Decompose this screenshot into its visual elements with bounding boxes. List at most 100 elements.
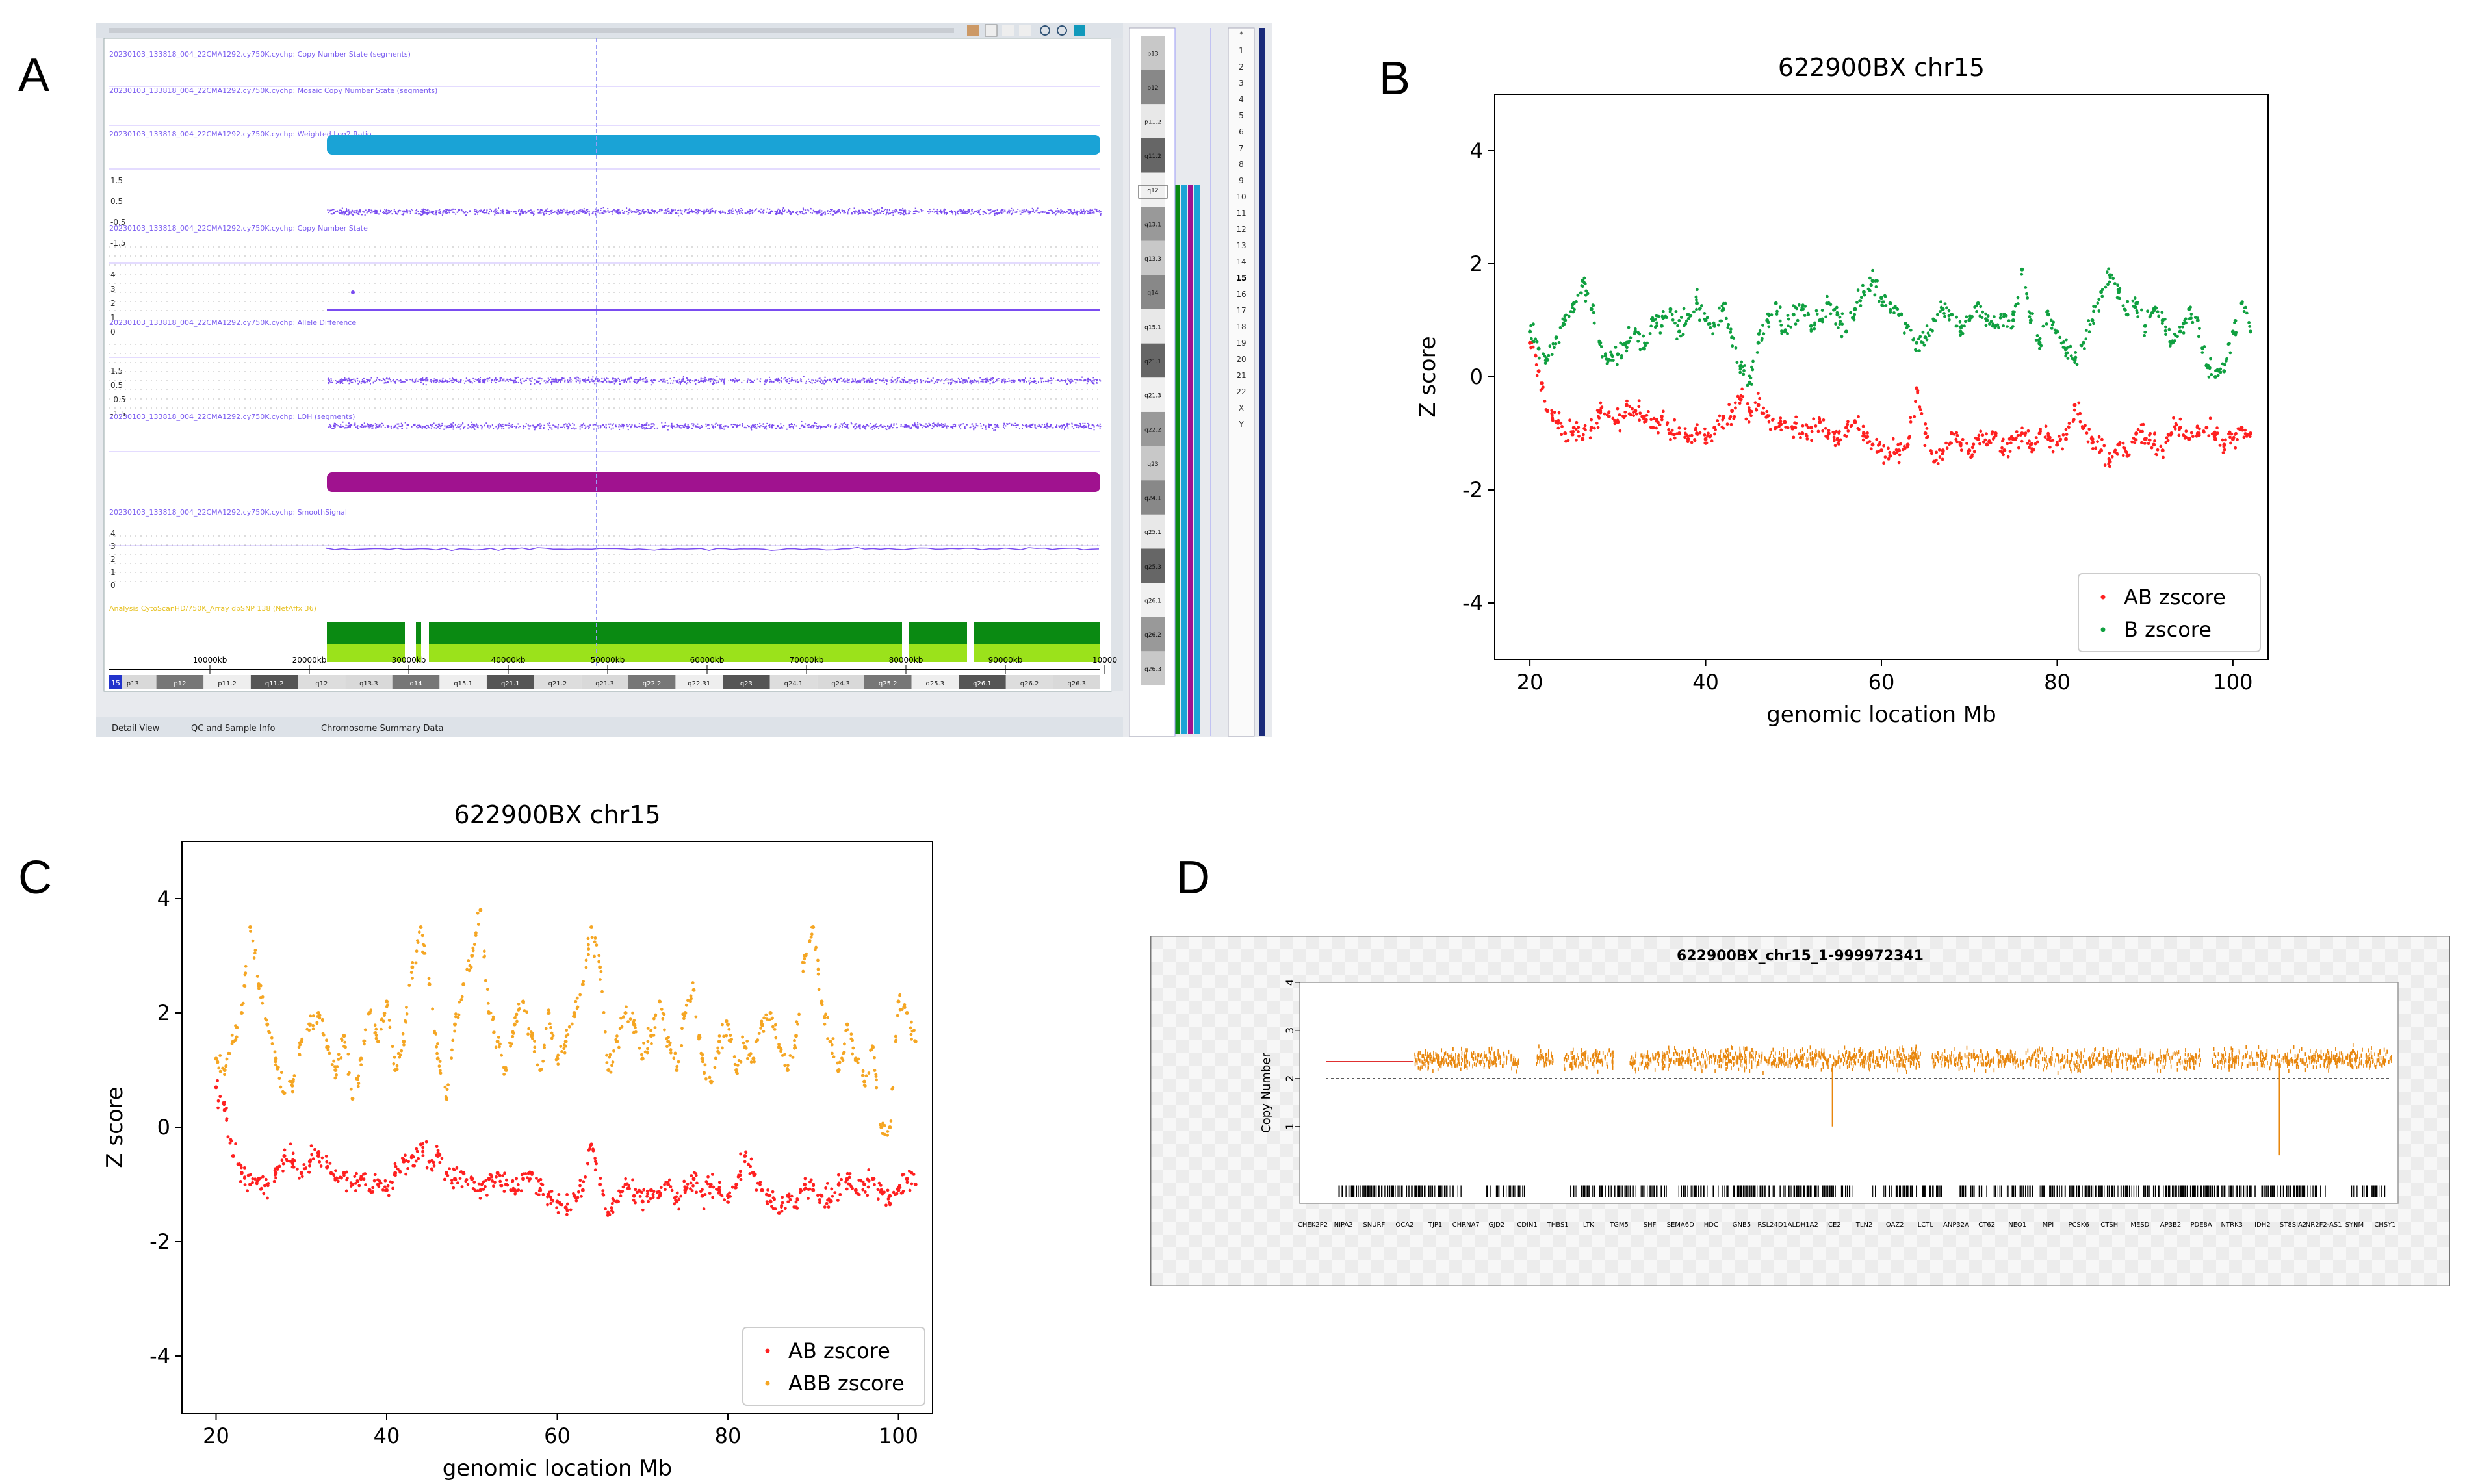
cytoband-label: q25.2 [879,680,897,687]
data-point [1762,406,1765,410]
chrom-item[interactable]: 12 [1236,225,1246,234]
signal-point [495,426,497,428]
signal-point [790,212,792,214]
signal-point [329,424,331,426]
chrom-item[interactable]: * [1239,30,1243,39]
signal-point [439,428,441,429]
fit-icon[interactable] [1074,25,1085,36]
tab-0[interactable]: Detail View [112,724,160,734]
select-icon[interactable] [1019,25,1031,36]
signal-point [452,211,454,213]
signal-point [810,381,812,383]
data-point [1747,420,1751,424]
signal-point [1061,427,1063,429]
signal-point [538,424,540,426]
chrom-item[interactable]: 5 [1239,111,1244,120]
signal-point [917,427,919,429]
signal-point [645,377,647,379]
data-point [1695,298,1698,301]
signal-point [670,426,672,428]
data-point [1859,299,1863,303]
chrom-item[interactable]: 11 [1236,209,1246,218]
chrom-item[interactable]: 10 [1236,192,1246,201]
signal-point [597,209,599,211]
signal-point [474,214,476,216]
data-point [1556,426,1560,430]
tab-2[interactable]: Chromosome Summary Data [321,724,443,734]
signal-point [780,426,782,428]
chrom-item[interactable]: 9 [1239,176,1244,185]
chrom-item[interactable]: 8 [1239,160,1244,169]
chrom-item[interactable]: 21 [1236,371,1246,380]
signal-point [779,209,781,211]
vertical-scrollbar[interactable] [1111,38,1123,691]
data-point [1870,283,1873,287]
data-point [1648,332,1652,335]
signal-point [348,380,350,382]
cytoband-label: q25.3 [926,680,945,687]
tab-1[interactable]: QC and Sample Info [191,724,276,734]
signal-point [857,213,859,215]
pan-icon[interactable] [1002,25,1014,36]
signal-point [521,209,523,211]
chrom-item[interactable]: 20 [1236,355,1246,364]
data-point [1827,429,1831,432]
data-point [1593,426,1596,430]
ideogram-band-label: q14 [1147,290,1158,297]
signal-point [664,422,666,424]
chrom-item[interactable]: 16 [1236,290,1246,299]
chrom-item[interactable]: 13 [1236,241,1246,250]
signal-point [351,424,353,426]
chrom-item[interactable]: 7 [1239,144,1244,153]
chrom-item[interactable]: 14 [1236,257,1246,266]
signal-point [614,381,616,383]
signal-point [712,426,714,428]
data-point [1628,405,1632,409]
zoom-out-icon[interactable] [1057,25,1067,36]
data-point [2174,422,2178,426]
lock-icon[interactable] [967,25,979,36]
signal-point [354,379,356,381]
signal-point [445,211,446,212]
chrom-item[interactable]: 3 [1239,79,1244,88]
signal-point [987,380,989,382]
signal-point [700,379,702,381]
signal-point [615,210,617,212]
data-point [1545,357,1550,362]
chrom-item[interactable]: 17 [1236,306,1246,315]
horizontal-scrollbar[interactable] [109,28,954,33]
data-point [1679,334,1683,338]
chrom-item[interactable]: 18 [1236,322,1246,331]
chrom-item[interactable]: Y [1238,420,1244,429]
cursor-icon[interactable] [985,24,998,37]
chrom-item[interactable]: 4 [1239,95,1244,104]
chrom-item[interactable]: 1 [1239,46,1244,55]
signal-point [1032,423,1034,425]
signal-point [1077,211,1079,212]
chrom-item[interactable]: 2 [1239,62,1244,71]
signal-point [1070,211,1072,212]
signal-point [777,208,779,210]
signal-point [1093,380,1095,382]
data-point [1607,410,1611,414]
signal-point [745,427,747,429]
data-point [1673,321,1677,325]
signal-point [808,424,810,426]
signal-point [1062,425,1064,427]
signal-point [1021,211,1023,213]
data-point [2218,443,2222,447]
chrom-item[interactable]: X [1239,403,1244,413]
signal-point [593,424,595,426]
chrom-item[interactable]: 6 [1239,127,1244,136]
signal-point [396,379,398,381]
data-point [2061,447,2064,451]
signal-point [962,211,964,212]
signal-point [884,208,886,210]
signal-point [445,427,447,429]
chrom-item[interactable]: 19 [1236,339,1246,348]
signal-point [597,380,599,382]
toolbar-icons[interactable] [967,24,1085,37]
chrom-item[interactable]: 22 [1236,387,1246,396]
chrom-item[interactable]: 15 [1236,274,1247,283]
zoom-in-icon[interactable] [1040,25,1050,36]
